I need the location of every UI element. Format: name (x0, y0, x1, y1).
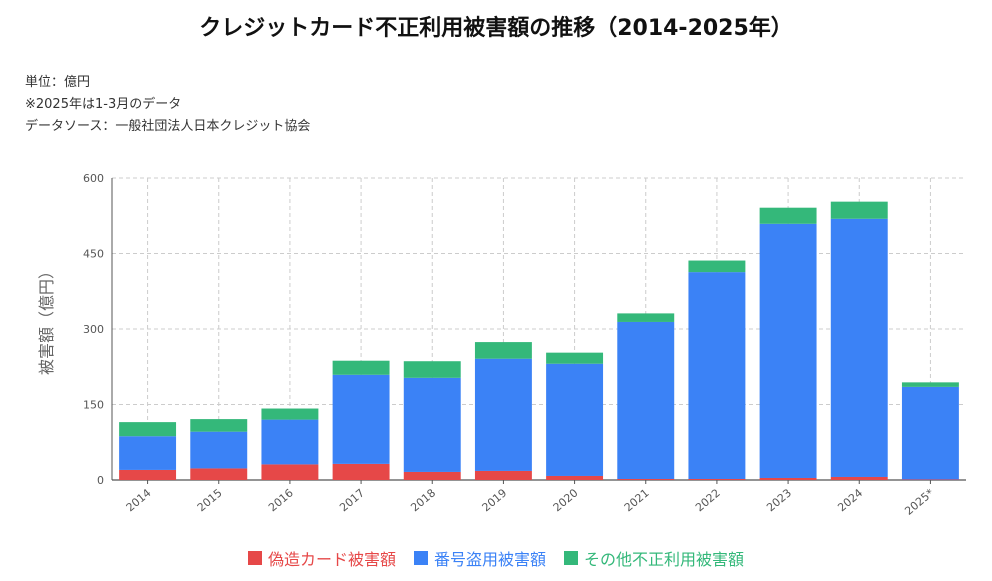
bar-segment (332, 360, 390, 375)
bar-segment (617, 478, 675, 480)
x-tick-label: 2016 (266, 486, 296, 514)
legend-label: 番号盗用被害額 (433, 550, 546, 569)
y-tick-label: 0 (97, 474, 104, 487)
y-tick-label: 450 (83, 248, 104, 261)
x-tick-label: 2023 (764, 486, 794, 514)
unit-note: 単位：億円 (25, 75, 91, 90)
bar-segment (830, 201, 888, 219)
source-note: データソース：一般社団法人日本クレジット協会 (25, 119, 311, 134)
bar-segment (119, 469, 177, 480)
bar-segment (617, 321, 675, 479)
chart-legend: 偽造カード被害額 番号盗用被害額 その他不正利用被害額 (0, 546, 992, 570)
x-tick-label: 2021 (622, 486, 652, 514)
legend-swatch (413, 551, 428, 565)
bar-segment (261, 419, 319, 465)
bar-segment (474, 358, 532, 471)
bar-segment (759, 477, 817, 480)
bar-segment (332, 463, 390, 480)
bar-segment (190, 419, 248, 432)
legend-item: 偽造カード被害額 (247, 546, 396, 570)
bar-segment (688, 478, 746, 480)
legend-swatch (564, 551, 578, 565)
x-tick-label: 2022 (693, 486, 723, 514)
x-tick-label: 2018 (408, 486, 438, 514)
bar-segment (119, 436, 177, 470)
bar-segment (688, 272, 746, 479)
x-tick-label: 2015 (195, 486, 225, 514)
legend-label: その他不正利用被害額 (584, 550, 745, 569)
bar-segment (332, 374, 390, 464)
bar-segment (261, 408, 319, 420)
bar-segment (261, 464, 319, 480)
bar-segment (403, 361, 461, 378)
bar-segment (474, 470, 532, 480)
x-tick-label: 2024 (835, 486, 865, 514)
bar-segment (403, 377, 461, 472)
y-tick-label: 300 (83, 323, 104, 336)
bar-segment (474, 342, 532, 359)
x-tick-label: 2017 (337, 486, 367, 514)
bar-segment (759, 207, 817, 224)
y-axis-label: 被害額（億円） (37, 263, 56, 375)
legend-swatch (247, 551, 262, 565)
bar-segment (830, 476, 888, 480)
chart-notes: 単位：億円 ※2025年は1-3月のデータ データソース：一般社団法人日本クレジ… (25, 72, 310, 138)
x-tick-label: 2025* (902, 486, 936, 518)
bar-segment (546, 352, 604, 364)
bar-segment (546, 475, 604, 480)
bar-segment (119, 422, 177, 437)
bar-segment (688, 260, 746, 273)
bar-segment (546, 363, 604, 476)
stacked-bar-chart: 0 150 300 450 600 2014 2015 2016 2017 2018 2019 202… (37, 172, 966, 518)
legend-label: 偽造カード被害額 (267, 550, 396, 569)
legend-item: その他不正利用被害額 (564, 546, 744, 570)
bar-segment (403, 471, 461, 480)
bar-segment (759, 223, 817, 478)
x-tick-label: 2014 (124, 486, 154, 514)
bar-segment (617, 313, 675, 322)
y-tick-label: 150 (83, 399, 104, 412)
x-tick-label: 2020 (551, 486, 581, 514)
bar-segment (901, 382, 959, 387)
legend-item: 番号盗用被害額 (413, 546, 546, 570)
bar-segment (901, 479, 959, 480)
bar-segment (190, 468, 248, 480)
bar-segment (830, 218, 888, 477)
chart-title: クレジットカード不正利用被害額の推移（2014-2025年） (199, 16, 793, 41)
bar-segment (901, 386, 959, 480)
x-tick-label: 2019 (480, 486, 510, 514)
period-note: ※2025年は1-3月のデータ (25, 97, 182, 112)
y-tick-label: 600 (83, 172, 104, 185)
bar-segment (190, 431, 248, 469)
